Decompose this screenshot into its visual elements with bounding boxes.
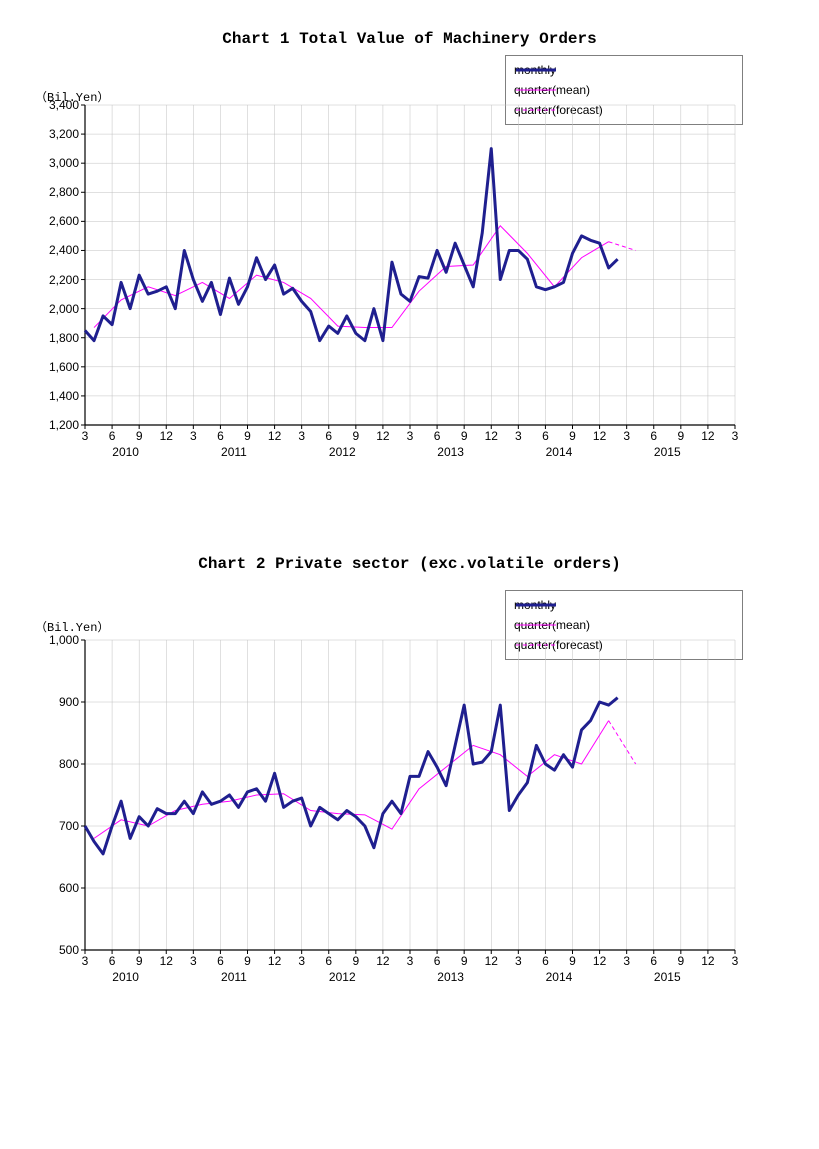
ytick-label: 2,200 xyxy=(35,273,79,287)
xtick-label: 3 xyxy=(183,429,203,443)
year-label: 2015 xyxy=(642,970,692,984)
xtick-label: 9 xyxy=(129,954,149,968)
ytick-label: 700 xyxy=(35,819,79,833)
ytick-label: 3,000 xyxy=(35,156,79,170)
xtick-label: 6 xyxy=(210,954,230,968)
xtick-label: 12 xyxy=(373,429,393,443)
ytick-label: 3,400 xyxy=(35,98,79,112)
year-label: 2012 xyxy=(317,445,367,459)
xtick-label: 3 xyxy=(617,954,637,968)
ytick-label: 2,600 xyxy=(35,214,79,228)
xtick-label: 9 xyxy=(671,954,691,968)
xtick-label: 3 xyxy=(400,429,420,443)
xtick-label: 6 xyxy=(427,954,447,968)
xtick-label: 9 xyxy=(238,954,258,968)
xtick-label: 6 xyxy=(535,954,555,968)
chart-2-plot xyxy=(0,500,819,1010)
ytick-label: 900 xyxy=(35,695,79,709)
xtick-label: 9 xyxy=(563,429,583,443)
xtick-label: 9 xyxy=(454,954,474,968)
xtick-label: 12 xyxy=(698,954,718,968)
year-label: 2010 xyxy=(101,970,151,984)
xtick-label: 12 xyxy=(481,954,501,968)
xtick-label: 6 xyxy=(102,954,122,968)
xtick-label: 3 xyxy=(183,954,203,968)
ytick-label: 500 xyxy=(35,943,79,957)
xtick-label: 9 xyxy=(129,429,149,443)
xtick-label: 12 xyxy=(590,429,610,443)
xtick-label: 6 xyxy=(535,429,555,443)
year-label: 2011 xyxy=(209,445,259,459)
ytick-label: 600 xyxy=(35,881,79,895)
year-label: 2015 xyxy=(642,445,692,459)
xtick-label: 3 xyxy=(292,954,312,968)
chart-1-plot xyxy=(0,0,819,485)
xtick-label: 3 xyxy=(75,429,95,443)
ytick-label: 1,000 xyxy=(35,633,79,647)
year-label: 2014 xyxy=(534,445,584,459)
xtick-label: 12 xyxy=(156,429,176,443)
xtick-label: 3 xyxy=(725,429,745,443)
xtick-label: 12 xyxy=(156,954,176,968)
xtick-label: 6 xyxy=(427,429,447,443)
ytick-label: 800 xyxy=(35,757,79,771)
year-label: 2012 xyxy=(317,970,367,984)
ytick-label: 1,200 xyxy=(35,418,79,432)
xtick-label: 12 xyxy=(265,954,285,968)
xtick-label: 3 xyxy=(725,954,745,968)
year-label: 2011 xyxy=(209,970,259,984)
xtick-label: 6 xyxy=(644,429,664,443)
xtick-label: 12 xyxy=(481,429,501,443)
xtick-label: 3 xyxy=(508,954,528,968)
xtick-label: 12 xyxy=(698,429,718,443)
ytick-label: 1,600 xyxy=(35,360,79,374)
year-label: 2014 xyxy=(534,970,584,984)
xtick-label: 6 xyxy=(644,954,664,968)
xtick-label: 12 xyxy=(373,954,393,968)
year-label: 2010 xyxy=(101,445,151,459)
xtick-label: 3 xyxy=(508,429,528,443)
xtick-label: 9 xyxy=(671,429,691,443)
xtick-label: 12 xyxy=(590,954,610,968)
ytick-label: 2,400 xyxy=(35,243,79,257)
xtick-label: 12 xyxy=(265,429,285,443)
ytick-label: 2,800 xyxy=(35,185,79,199)
xtick-label: 9 xyxy=(346,429,366,443)
xtick-label: 9 xyxy=(454,429,474,443)
xtick-label: 3 xyxy=(75,954,95,968)
xtick-label: 3 xyxy=(400,954,420,968)
ytick-label: 1,800 xyxy=(35,331,79,345)
xtick-label: 6 xyxy=(210,429,230,443)
ytick-label: 2,000 xyxy=(35,302,79,316)
ytick-label: 1,400 xyxy=(35,389,79,403)
xtick-label: 6 xyxy=(319,429,339,443)
xtick-label: 9 xyxy=(563,954,583,968)
xtick-label: 6 xyxy=(102,429,122,443)
year-label: 2013 xyxy=(426,445,476,459)
year-label: 2013 xyxy=(426,970,476,984)
xtick-label: 9 xyxy=(238,429,258,443)
xtick-label: 3 xyxy=(617,429,637,443)
chart-1-container: Chart 1 Total Value of Machinery Orders … xyxy=(0,0,819,500)
xtick-label: 3 xyxy=(292,429,312,443)
chart-2-container: Chart 2 Private sector (exc.volatile ord… xyxy=(0,500,819,1060)
ytick-label: 3,200 xyxy=(35,127,79,141)
xtick-label: 9 xyxy=(346,954,366,968)
xtick-label: 6 xyxy=(319,954,339,968)
